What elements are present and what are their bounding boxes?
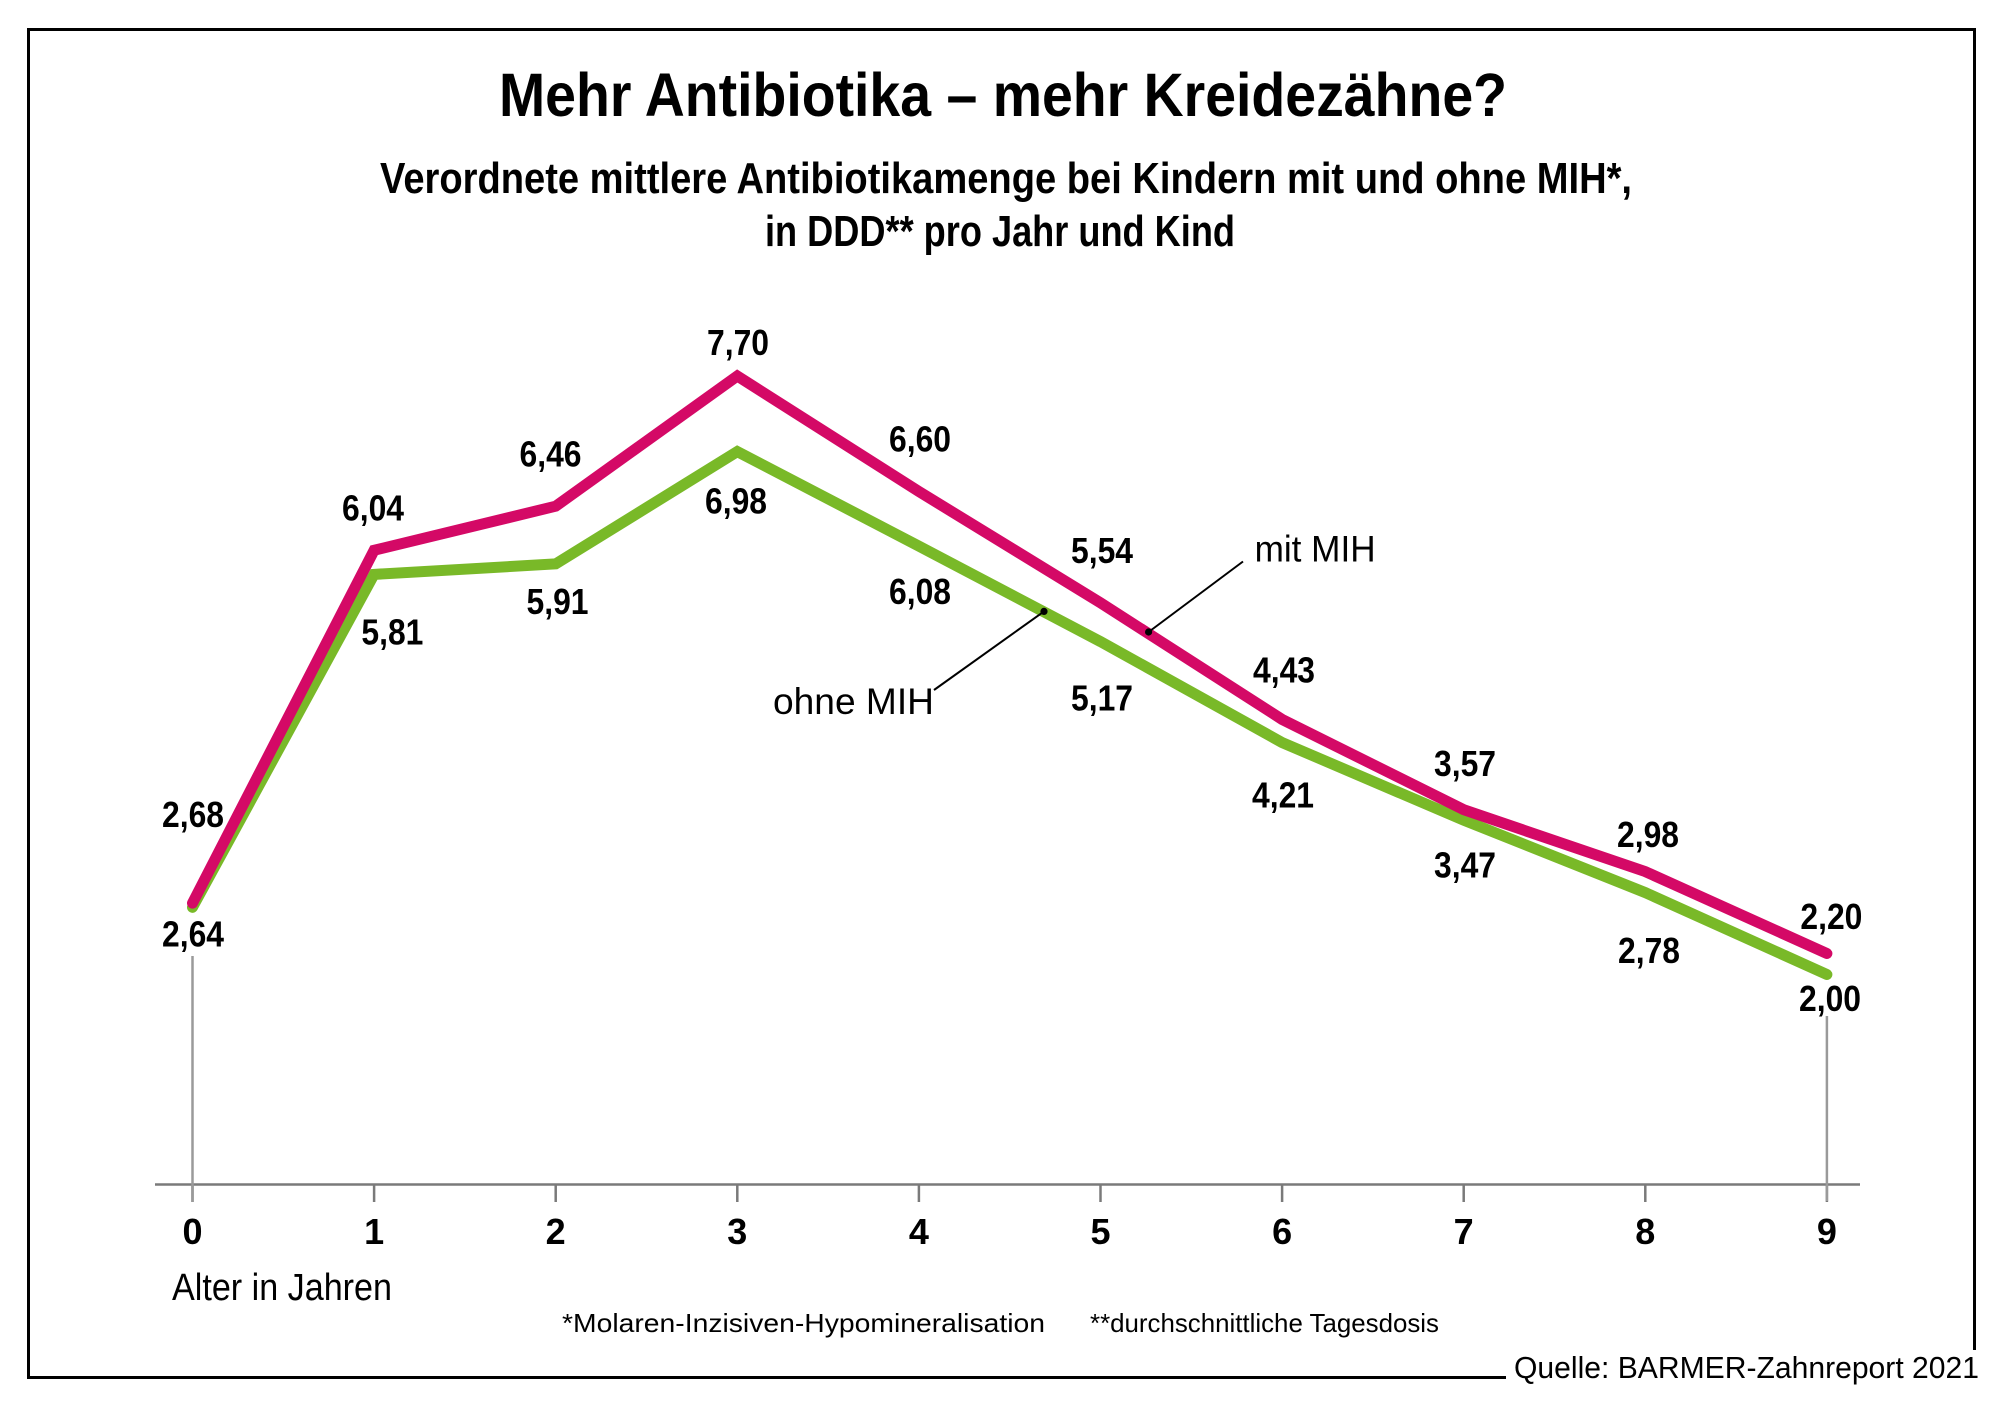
svg-text:4,43: 4,43	[1253, 650, 1315, 691]
svg-text:2,78: 2,78	[1618, 930, 1680, 971]
svg-text:Verordnete mittlere Antibiotik: Verordnete mittlere Antibiotikamenge bei…	[380, 154, 1632, 203]
svg-text:6,04: 6,04	[342, 487, 404, 528]
svg-text:8: 8	[1635, 1211, 1655, 1252]
svg-text:4: 4	[909, 1211, 929, 1252]
svg-text:in DDD** pro Jahr und Kind: in DDD** pro Jahr und Kind	[765, 207, 1235, 256]
svg-text:2,00: 2,00	[1799, 978, 1861, 1019]
svg-text:7,70: 7,70	[707, 322, 769, 363]
svg-text:6,08: 6,08	[889, 571, 951, 612]
svg-text:6,98: 6,98	[705, 481, 767, 522]
svg-text:2,98: 2,98	[1617, 814, 1679, 855]
svg-text:7: 7	[1454, 1211, 1474, 1252]
svg-text:ohne MIH: ohne MIH	[773, 681, 934, 722]
svg-text:5: 5	[1090, 1211, 1110, 1252]
svg-text:5,17: 5,17	[1071, 678, 1133, 719]
svg-text:1: 1	[364, 1211, 384, 1252]
svg-text:6,60: 6,60	[889, 419, 951, 460]
svg-text:9: 9	[1817, 1211, 1837, 1252]
svg-text:2,68: 2,68	[162, 794, 224, 835]
svg-text:*Molaren-Inzisiven-Hypomineral: *Molaren-Inzisiven-Hypomineralisation	[562, 1308, 1045, 1338]
svg-text:**durchschnittliche Tagesdosis: **durchschnittliche Tagesdosis	[1090, 1308, 1439, 1338]
svg-text:2,64: 2,64	[162, 914, 224, 955]
svg-text:4,21: 4,21	[1252, 774, 1314, 815]
svg-text:5,91: 5,91	[527, 581, 589, 622]
svg-text:5,81: 5,81	[361, 612, 423, 653]
svg-text:Mehr Antibiotika – mehr Kreide: Mehr Antibiotika – mehr Kreidezähne?	[499, 61, 1507, 129]
svg-text:3,47: 3,47	[1434, 844, 1496, 885]
svg-text:6,46: 6,46	[520, 434, 582, 475]
svg-text:0: 0	[182, 1211, 202, 1252]
svg-text:2: 2	[546, 1211, 566, 1252]
svg-text:6: 6	[1272, 1211, 1292, 1252]
svg-text:2,20: 2,20	[1800, 896, 1862, 937]
svg-text:5,54: 5,54	[1071, 530, 1133, 571]
svg-text:Alter in Jahren: Alter in Jahren	[172, 1267, 392, 1309]
svg-text:3,57: 3,57	[1434, 743, 1496, 784]
svg-text:3: 3	[727, 1211, 747, 1252]
svg-text:mit MIH: mit MIH	[1255, 529, 1376, 570]
svg-text:Quelle: BARMER-Zahnreport 2021: Quelle: BARMER-Zahnreport 2021	[1514, 1350, 1979, 1385]
